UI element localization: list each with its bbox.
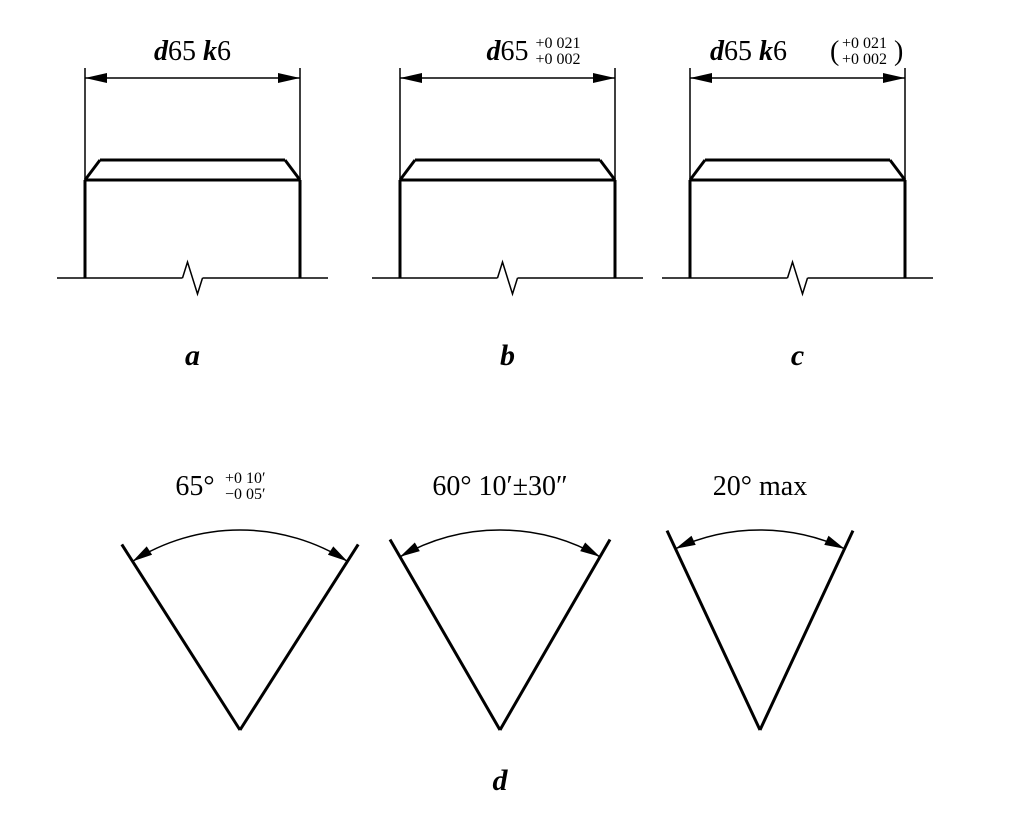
angle-2: 20° max bbox=[667, 471, 853, 730]
paren-tol-upper-c: +0 021 bbox=[842, 35, 887, 52]
angle-tol-upper-0: +0 10′ bbox=[225, 470, 266, 487]
angle-tol-lower-0: −0 05′ bbox=[225, 486, 266, 503]
angle-main-1: 60° 10′±30″ bbox=[432, 471, 567, 502]
sublabel-a: a bbox=[185, 339, 200, 372]
dim-main-c: d65 k6 bbox=[710, 36, 787, 67]
dim-main-b: d65 bbox=[487, 36, 529, 67]
diagram-container: d65 k6ad65+0 021+0 002bd65 k6(+0 021+0 0… bbox=[0, 0, 1016, 838]
angle-main-0: 65° bbox=[175, 471, 214, 502]
tol-lower-b: +0 002 bbox=[536, 51, 581, 68]
main-svg: d65 k6ad65+0 021+0 002bd65 k6(+0 021+0 0… bbox=[0, 0, 1016, 838]
sublabel-b: b bbox=[500, 339, 515, 372]
angle-0: 65° +0 10′−0 05′ bbox=[122, 470, 358, 730]
dim-main-a: d65 k6 bbox=[154, 36, 231, 67]
sublabel-d: d bbox=[493, 764, 509, 797]
angle-1: 60° 10′±30″ bbox=[390, 471, 610, 730]
cylinder-a: d65 k6 a bbox=[57, 36, 328, 372]
angle-main-2: 20° max bbox=[713, 471, 807, 502]
sublabel-c: c bbox=[791, 339, 804, 372]
cylinder-c: d65 k6 (+0 021+0 002) c bbox=[662, 35, 933, 372]
paren-tol-lower-c: +0 002 bbox=[842, 51, 887, 68]
tol-upper-b: +0 021 bbox=[536, 35, 581, 52]
cylinder-b: d65 +0 021+0 002 b bbox=[372, 35, 643, 372]
paren-close-c: ) bbox=[894, 36, 903, 67]
paren-open-c: ( bbox=[830, 36, 839, 67]
